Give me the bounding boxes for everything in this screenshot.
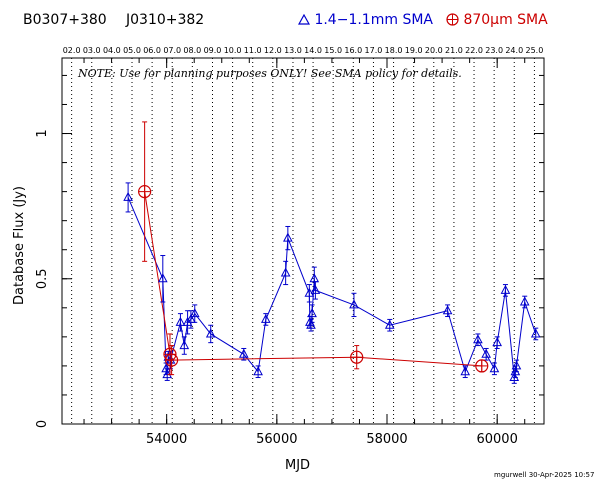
x-tick-label: 58000 (366, 432, 407, 447)
legend-band2: 870µm SMA (446, 12, 548, 28)
data-point (509, 371, 520, 382)
year-tick-label: 25.0 (526, 46, 544, 55)
year-tick-label: 24.0 (505, 46, 523, 55)
year-tick-label: 05.0 (123, 46, 141, 55)
x-axis-title: MJD (285, 458, 310, 473)
year-tick-label: 09.0 (204, 46, 222, 55)
data-point (260, 313, 271, 323)
data-point (123, 191, 133, 201)
year-tick-label: 11.0 (244, 46, 262, 55)
year-tick-label: 07.0 (163, 46, 181, 55)
year-tick-label: 18.0 (385, 46, 403, 55)
series-lines (127, 191, 537, 378)
series-line (127, 197, 537, 378)
circle-plus-marker-icon (446, 12, 463, 28)
year-tick-label: 03.0 (83, 46, 101, 55)
data-point (283, 232, 293, 242)
header-alt-name: J0310+382 (126, 12, 205, 28)
year-tick-label: 20.0 (425, 46, 443, 55)
year-tick-label: 10.0 (224, 46, 242, 55)
series-marks (123, 121, 541, 384)
data-point (253, 366, 263, 376)
header-source-name: B0307+380 (23, 12, 107, 28)
data-point (384, 319, 395, 329)
x-tick-label: 54000 (146, 432, 187, 447)
y-axis-title: Database Flux (Jy) (12, 186, 27, 305)
data-point (162, 369, 173, 379)
data-point (280, 267, 291, 277)
data-point (500, 284, 511, 294)
y-tick-label: 1 (35, 129, 50, 137)
data-point (179, 340, 190, 350)
data-point (157, 273, 168, 283)
year-tick-label: 15.0 (324, 46, 342, 55)
year-tick-label: 02.0 (63, 46, 81, 55)
year-tick-label: 06.0 (143, 46, 161, 55)
data-point (442, 305, 453, 315)
year-tick-label: 23.0 (485, 46, 503, 55)
x-tick-label: 56000 (256, 432, 297, 447)
data-point (481, 348, 491, 358)
data-point (530, 328, 541, 338)
data-point (310, 284, 321, 294)
data-point (492, 337, 503, 347)
data-point (519, 296, 530, 306)
data-point (205, 328, 216, 338)
data-point (511, 360, 522, 370)
planning-note: NOTE: Use for planning purposes ONLY! Se… (77, 67, 462, 80)
year-labels: 02.0 03.0 04.0 05.0 06.0 07.0 08.0 09.0 10.0 11.0… (63, 46, 544, 55)
year-tick-label: 19.0 (405, 46, 423, 55)
year-tick-label: 17.0 (365, 46, 383, 55)
data-point (460, 366, 471, 376)
year-tick-label: 04.0 (103, 46, 121, 55)
data-point (306, 319, 316, 329)
year-tick-label: 14.0 (304, 46, 322, 55)
year-tick-label: 08.0 (183, 46, 201, 55)
plot-frame (61, 57, 545, 425)
data-point (175, 316, 186, 326)
legend-band1-label: 1.4−1.1mm SMA (314, 12, 433, 28)
data-point (189, 308, 200, 318)
data-point (186, 313, 196, 323)
year-tick-label: 16.0 (344, 46, 362, 55)
year-tick-label: 13.0 (284, 46, 302, 55)
year-tick-label: 12.0 (264, 46, 282, 55)
data-point (489, 363, 500, 373)
axis-ticks: 0 0.5 1 54000 56000 58000 60000 (35, 58, 544, 447)
legend-band2-label: 870µm SMA (463, 12, 548, 28)
data-point (238, 348, 249, 358)
year-tick-label: 21.0 (445, 46, 463, 55)
data-point (307, 308, 317, 318)
y-tick-label: 0 (35, 420, 50, 428)
triangle-marker-icon (297, 12, 314, 28)
legend-band1: 1.4−1.1mm SMA (297, 12, 433, 28)
data-point (510, 366, 521, 376)
data-point (473, 334, 483, 344)
year-grid (71, 58, 535, 424)
year-tick-label: 22.0 (465, 46, 483, 55)
x-tick-label: 60000 (476, 432, 517, 447)
footer-credit: mgurwell 30-Apr-2025 10:57 (494, 471, 594, 479)
y-tick-label: 0.5 (35, 268, 50, 289)
data-point (349, 299, 359, 309)
data-point (182, 316, 193, 326)
